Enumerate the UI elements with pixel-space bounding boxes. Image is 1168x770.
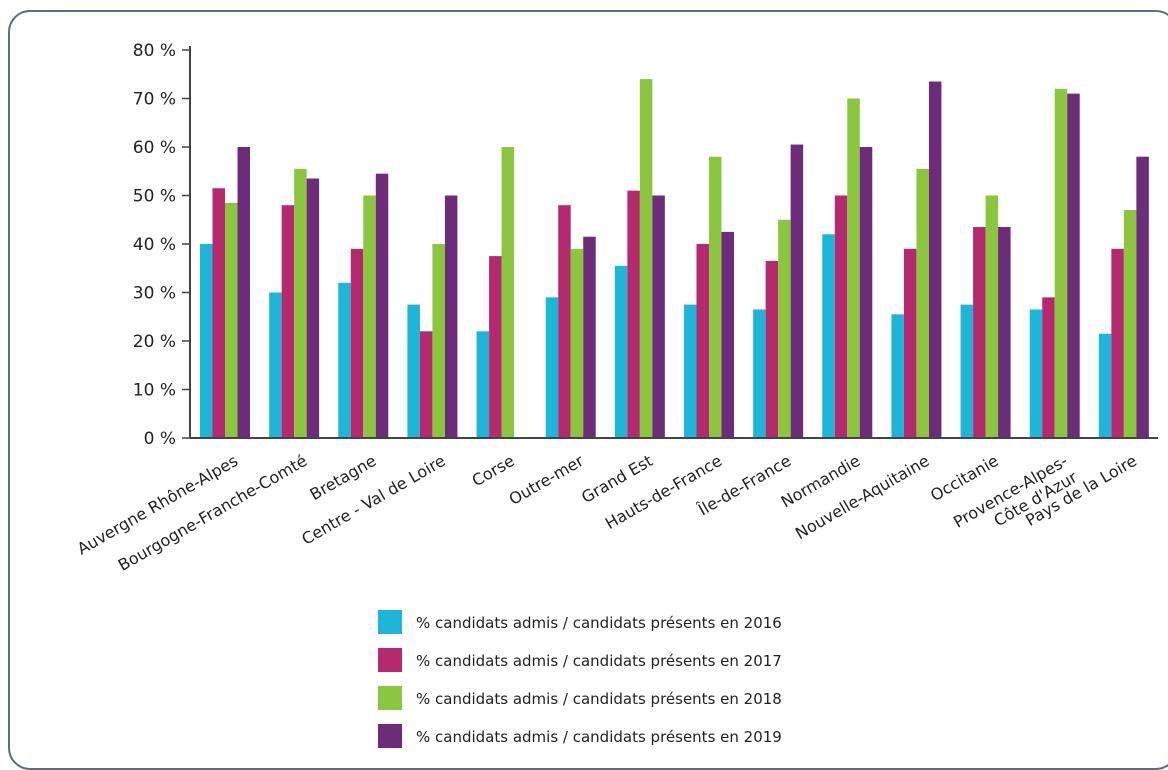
bar <box>1042 297 1055 438</box>
legend-swatch <box>378 648 402 672</box>
bar <box>903 248 917 438</box>
bar <box>350 248 364 438</box>
bar <box>558 205 571 438</box>
bar <box>790 144 804 438</box>
bar <box>973 227 986 438</box>
axes <box>189 46 1158 439</box>
bar <box>998 227 1011 438</box>
bar <box>363 195 376 438</box>
bar <box>614 265 628 438</box>
bar <box>1123 210 1137 438</box>
bar <box>1111 248 1124 438</box>
bar <box>237 147 250 438</box>
bars <box>200 79 1149 439</box>
bar <box>444 195 458 438</box>
category-labels: Auvergne Rhône-AlpesBourgogne-Franche-Co… <box>74 451 1140 575</box>
y-axis-ticks: 0 % 10 % 20 % 30 % 40 % 50 % 60 % 70 % 80 % <box>133 41 190 449</box>
bar <box>753 309 766 438</box>
bar <box>684 304 697 438</box>
bar <box>269 292 282 438</box>
bar <box>1067 93 1080 439</box>
bar <box>834 195 848 438</box>
bar <box>891 314 904 438</box>
bar <box>696 244 709 438</box>
legend-swatch <box>378 686 402 710</box>
bar <box>225 202 238 438</box>
bar <box>407 304 420 438</box>
bar <box>928 81 942 439</box>
bar <box>545 297 559 438</box>
legend-label: % candidats admis / candidats présents e… <box>416 614 782 632</box>
bar <box>652 195 665 438</box>
y-tick-label: 70 % <box>133 90 176 110</box>
legend-label: % candidats admis / candidats présents e… <box>416 652 782 670</box>
bar <box>765 260 779 438</box>
category-label: Hauts-de-France <box>602 451 725 533</box>
y-tick-label: 10 % <box>133 381 176 401</box>
category-label: Outre-mer <box>506 451 588 509</box>
bar <box>419 331 433 438</box>
legend-label: % candidats admis / candidats présents e… <box>416 690 782 708</box>
legend-swatch <box>378 610 402 634</box>
category-label: Corse <box>469 451 518 490</box>
bar <box>916 168 929 438</box>
bar <box>1136 156 1149 438</box>
bar <box>709 156 722 438</box>
y-tick-label: 80 % <box>133 41 176 61</box>
bar <box>489 256 502 438</box>
bar <box>570 248 584 438</box>
bar <box>859 147 873 438</box>
bar <box>583 236 596 438</box>
y-tick-label: 40 % <box>133 235 176 255</box>
y-tick-label: 30 % <box>133 284 176 304</box>
bar <box>721 231 734 438</box>
bar <box>847 98 860 438</box>
bar <box>306 178 320 438</box>
y-tick-label: 60 % <box>133 138 176 158</box>
bar <box>212 188 225 438</box>
legend: % candidats admis / candidats présents e… <box>378 610 782 748</box>
bar <box>501 147 515 438</box>
legend-swatch <box>378 724 402 748</box>
legend-label: % candidats admis / candidats présents e… <box>416 728 782 746</box>
bar <box>627 190 640 438</box>
y-tick-label: 50 % <box>133 187 176 207</box>
bar <box>294 168 307 438</box>
bar <box>476 331 490 438</box>
bar <box>1029 309 1043 438</box>
bar <box>778 219 791 438</box>
bar <box>432 244 445 438</box>
y-tick-label: 0 % <box>144 429 176 449</box>
bar <box>281 205 295 438</box>
bar <box>960 304 974 438</box>
bar <box>338 282 351 438</box>
bar <box>639 79 653 438</box>
category-label: Nouvelle-Aquitaine <box>792 451 933 543</box>
bar <box>985 195 999 438</box>
bar <box>200 244 213 438</box>
bar <box>822 234 835 438</box>
y-tick-label: 20 % <box>133 332 176 352</box>
bar <box>1098 333 1112 438</box>
bar <box>375 173 389 439</box>
bar <box>1054 88 1068 439</box>
